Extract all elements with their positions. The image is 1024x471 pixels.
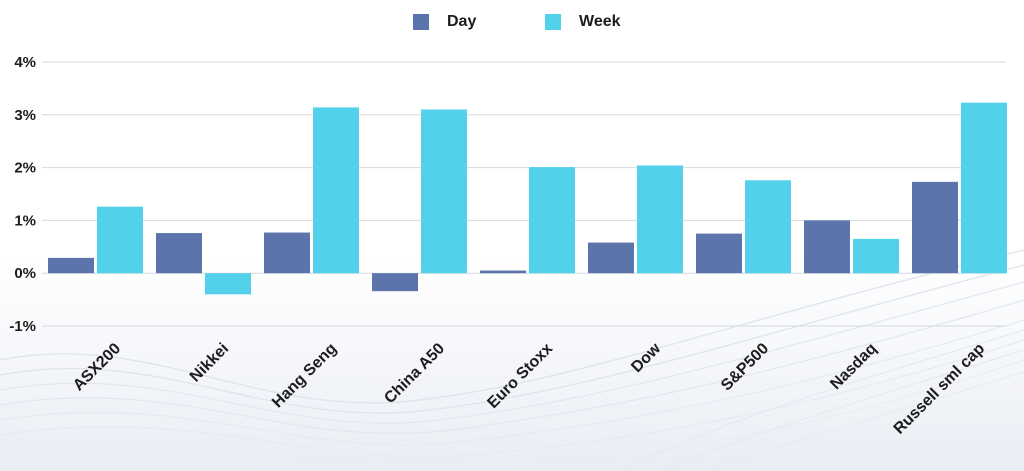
bar-day (804, 220, 850, 274)
bar-week (853, 238, 899, 274)
bar-day (696, 233, 742, 274)
bar-week (97, 206, 143, 274)
grid-lines (42, 61, 1006, 327)
x-category-label: Euro Stoxx (484, 340, 556, 412)
x-axis-category-labels: ASX200 Nikkei Hang Seng China A50 Euro Stoxx… (70, 340, 988, 438)
bar-week (313, 107, 359, 274)
bar-week (745, 180, 791, 274)
legend-swatch-week (545, 14, 561, 30)
chart-legend: Day Week (0, 10, 1024, 34)
bar-day (588, 242, 634, 274)
x-category-label: Hang Seng (269, 340, 340, 411)
y-tick-label: 1% (14, 212, 36, 229)
bar-day (156, 233, 202, 274)
y-axis-tick-labels: 4% 3% 2% 1% 0% -1% (9, 54, 36, 335)
bar-week (637, 165, 683, 274)
legend-label-day: Day (447, 13, 477, 30)
x-category-label: Dow (628, 340, 664, 376)
bar-day (48, 257, 94, 274)
y-tick-label: 0% (14, 265, 36, 282)
legend-item-day: Day (413, 10, 476, 34)
y-tick-label: 3% (14, 107, 36, 124)
x-category-label: ASX200 (70, 340, 124, 394)
bar-week (205, 273, 251, 295)
bar-week (529, 167, 575, 274)
legend-swatch-day (413, 14, 429, 30)
y-tick-label: 2% (14, 160, 36, 177)
bar-week (421, 109, 467, 274)
x-category-label: Nikkei (187, 340, 232, 385)
y-tick-label: -1% (9, 318, 36, 335)
legend-label-week: Week (579, 13, 621, 30)
bar-day (912, 181, 958, 274)
bars (48, 102, 1007, 295)
x-category-label: China A50 (381, 340, 448, 407)
x-category-label: Nasdaq (827, 340, 880, 393)
bar-day (264, 232, 310, 274)
bar-week (961, 102, 1007, 274)
x-category-label: Russell sml cap (891, 340, 989, 438)
legend-item-week: Week (545, 10, 621, 34)
bar-day (372, 273, 418, 292)
bar-day (480, 270, 526, 274)
y-tick-label: 4% (14, 54, 36, 71)
x-category-label: S&P500 (718, 340, 772, 394)
